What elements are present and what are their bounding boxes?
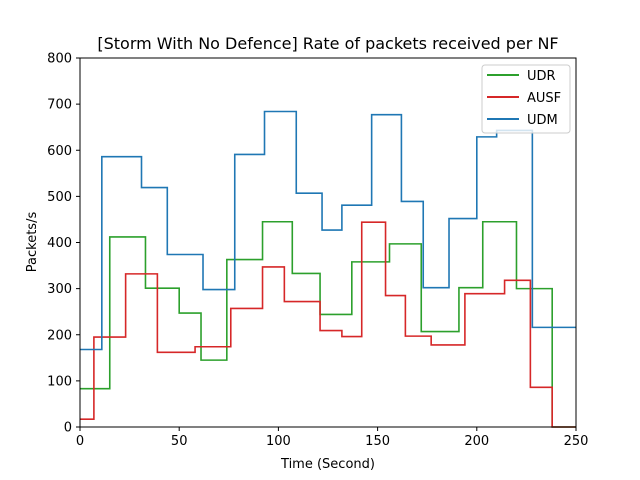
y-tick-label: 200 (47, 328, 72, 343)
x-tick-label: 150 (365, 434, 390, 449)
y-tick-label: 300 (47, 282, 72, 297)
legend-label-udm: UDM (527, 113, 558, 128)
y-tick-label: 600 (47, 144, 72, 159)
legend-label-ausf: AUSF (527, 91, 561, 106)
legend-label-udr: UDR (527, 69, 556, 84)
y-tick-label: 100 (47, 374, 72, 389)
y-tick-label: 800 (47, 52, 72, 67)
x-tick-label: 200 (464, 434, 489, 449)
series-line-udr (80, 220, 576, 428)
x-tick-label: 250 (564, 434, 589, 449)
y-axis-label: Packets/s (25, 212, 40, 273)
legend-box (481, 64, 571, 134)
y-tick-label: 0 (64, 421, 72, 436)
series-line-ausf (80, 221, 576, 428)
x-axis-label: Time (Second) (280, 457, 375, 472)
chart-title: [Storm With No Defence] Rate of packets … (97, 34, 558, 53)
series-layer (80, 110, 576, 428)
series-line-udm (80, 110, 576, 351)
x-tick-label: 50 (171, 434, 188, 449)
y-tick-label: 700 (47, 98, 72, 113)
legend: UDR AUSF UDM (481, 64, 571, 134)
y-tick-label: 400 (47, 236, 72, 251)
x-tick-label: 100 (266, 434, 291, 449)
ticks-layer: 0 50 100 150 200 250 0 100 200 300 400 500 600 700 800 (47, 52, 588, 450)
x-tick-label: 0 (76, 434, 84, 449)
y-tick-label: 500 (47, 190, 72, 205)
